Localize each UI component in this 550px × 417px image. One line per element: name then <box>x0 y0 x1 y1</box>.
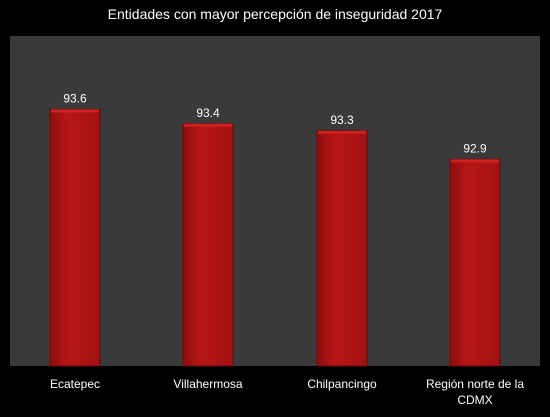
x-tick-label: Región norte de la CDMX <box>426 377 524 407</box>
bar <box>316 130 368 367</box>
bar-group <box>449 158 501 367</box>
x-tick-label: Villahermosa <box>173 377 242 391</box>
bar-highlight <box>184 123 232 127</box>
data-label: 93.4 <box>196 106 220 120</box>
bar-highlight <box>51 109 99 113</box>
data-label: 93.6 <box>63 92 87 106</box>
bar <box>49 109 101 367</box>
x-tick-label: Ecatepec <box>50 377 100 391</box>
x-tick-label-line: Villahermosa <box>173 377 242 391</box>
bar <box>182 123 234 367</box>
x-tick-label-line: CDMX <box>457 393 492 407</box>
bars-layer <box>49 109 501 367</box>
category-labels-layer: Ecatepec Villahermosa Chilpancingo Región n… <box>50 377 524 407</box>
bar-group <box>49 109 101 367</box>
bar-group <box>182 123 234 367</box>
bar-group <box>316 130 368 367</box>
bar <box>449 158 501 367</box>
data-label: 93.3 <box>330 113 354 127</box>
x-tick-label: Chilpancingo <box>307 377 377 391</box>
value-labels-layer: 93.6 93.4 93.3 92.9 <box>63 92 487 156</box>
bar-highlight <box>451 159 499 163</box>
chart-title: Entidades con mayor percepción de insegu… <box>108 6 443 22</box>
data-label: 92.9 <box>463 141 487 155</box>
x-tick-label-line: Región norte de la <box>426 377 524 391</box>
x-tick-label-line: Ecatepec <box>50 377 100 391</box>
x-tick-label-line: Chilpancingo <box>307 377 377 391</box>
bar-highlight <box>318 130 366 134</box>
